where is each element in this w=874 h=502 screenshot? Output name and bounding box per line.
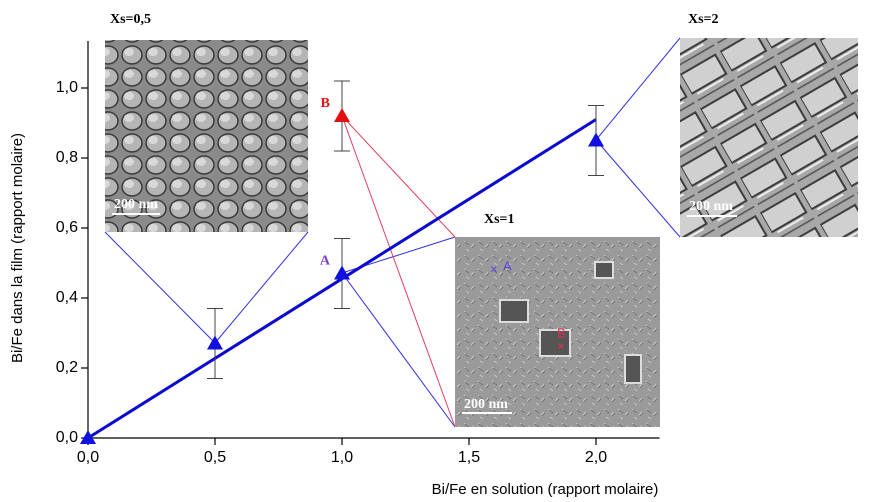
scale-label: 200 nm bbox=[689, 199, 733, 214]
marker bbox=[334, 265, 350, 280]
x-tick-label: 0,5 bbox=[204, 449, 226, 466]
marker bbox=[207, 335, 223, 350]
connector bbox=[595, 139, 681, 238]
y-tick-label: 0,8 bbox=[56, 149, 78, 166]
connector bbox=[595, 37, 681, 141]
connector bbox=[341, 272, 456, 428]
y-tick-label: 0,4 bbox=[56, 289, 78, 306]
marker bbox=[80, 430, 96, 444]
scale-label: 200 nm bbox=[464, 397, 508, 412]
inset-title: Xs=2 bbox=[688, 12, 719, 27]
x-tick-label: 1,0 bbox=[331, 449, 353, 466]
y-tick-label: 0,0 bbox=[56, 429, 78, 446]
connector bbox=[104, 231, 216, 344]
y-tick-label: 0,6 bbox=[56, 219, 78, 236]
x-tick-label: 2,0 bbox=[585, 449, 607, 466]
marker bbox=[334, 108, 350, 122]
x-tick-label: 0,0 bbox=[77, 449, 99, 466]
marker bbox=[588, 132, 604, 147]
pit bbox=[594, 261, 614, 279]
pit bbox=[499, 299, 529, 323]
inset-title: Xs=1 bbox=[484, 212, 515, 227]
pit bbox=[624, 354, 642, 384]
x-tick-label: 1,5 bbox=[458, 449, 480, 466]
scale-label: 200 nm bbox=[114, 197, 158, 212]
inset-marker: A bbox=[503, 258, 512, 273]
marker-x: × bbox=[490, 261, 498, 276]
inset-image bbox=[105, 40, 308, 232]
y-tick-label: 0,2 bbox=[56, 359, 78, 376]
inset-title: Xs=0,5 bbox=[110, 12, 151, 27]
connector bbox=[214, 231, 309, 344]
point-label: B bbox=[321, 96, 330, 111]
x-axis-label: Bi/Fe en solution (rapport molaire) bbox=[432, 481, 659, 498]
inset-image bbox=[680, 38, 858, 237]
connector bbox=[341, 115, 456, 428]
marker-x: × bbox=[557, 338, 565, 353]
connector bbox=[341, 115, 456, 238]
y-axis-label: Bi/Fe dans la film (rapport molaire) bbox=[9, 133, 26, 363]
pit bbox=[539, 329, 571, 357]
point-label: A bbox=[320, 254, 331, 269]
inset-marker: B bbox=[557, 325, 566, 340]
y-tick-label: 1,0 bbox=[56, 79, 78, 96]
